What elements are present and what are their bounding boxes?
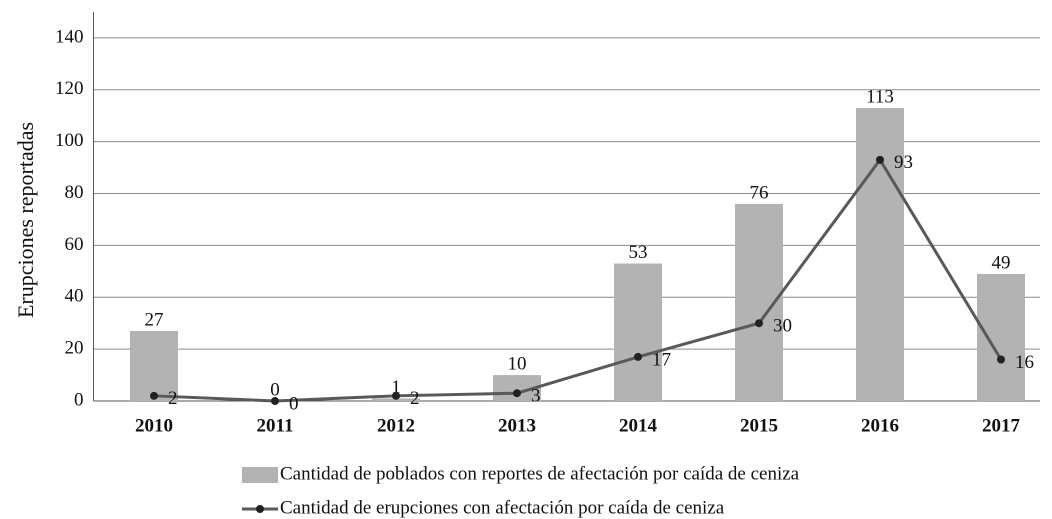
line-point: [876, 155, 884, 164]
bar-value-label: 113: [866, 86, 894, 107]
line-value-label: 30: [773, 316, 792, 337]
bar: [130, 330, 178, 401]
bar-value-label: 49: [992, 252, 1011, 273]
y-tick-label: 140: [55, 26, 84, 47]
line: [153, 157, 1003, 403]
line-point: [513, 389, 521, 398]
bar-value-label: 76: [750, 182, 769, 203]
legend-swatch-point: [256, 505, 264, 513]
bar-value-label: 27: [145, 309, 164, 330]
y-tick-label: 100: [55, 130, 84, 151]
y-axis-title: Erupciones reportadas: [13, 122, 38, 318]
line-value-label: 2: [410, 388, 420, 409]
legend-label: Cantidad de poblados con reportes de afe…: [280, 463, 800, 484]
y-tick-label: 80: [65, 182, 84, 203]
legend-label: Cantidad de erupciones con afectación po…: [280, 497, 725, 518]
x-tick-label: 2012: [377, 415, 415, 436]
x-tick-label: 2016: [861, 415, 899, 436]
line-point: [392, 391, 400, 400]
bar-value-label: 53: [629, 242, 648, 263]
line-value-label: 93: [894, 152, 913, 173]
y-tick-label: 60: [65, 234, 84, 255]
bar-value-label: 10: [508, 353, 527, 374]
x-tick-label: 2017: [982, 415, 1021, 436]
x-tick-label: 2013: [498, 415, 536, 436]
line-point: [150, 391, 158, 400]
line-value-label: 17: [652, 349, 671, 370]
bar-value-label: 0: [270, 379, 280, 400]
line-point: [634, 352, 642, 361]
x-tick-label: 2010: [135, 415, 173, 436]
line-value-label: 3: [531, 386, 541, 407]
x-tick-label: 2014: [619, 415, 658, 436]
bar: [977, 273, 1025, 401]
line-point: [755, 319, 763, 328]
line-value-label: 0: [289, 393, 299, 414]
bar: [614, 263, 662, 401]
line-point: [997, 355, 1005, 364]
y-tick-label: 120: [55, 78, 84, 99]
y-tick-label: 40: [65, 286, 84, 307]
line-point: [271, 397, 279, 405]
legend-swatch: [242, 467, 278, 483]
y-tick-label: 0: [74, 389, 84, 410]
x-tick-label: 2015: [740, 415, 778, 436]
line-value-label: 16: [1015, 352, 1034, 373]
x-tick-label: 2011: [257, 415, 294, 436]
line-value-label: 2: [168, 388, 178, 409]
bar-value-label: 1: [391, 377, 401, 398]
y-tick-label: 20: [65, 337, 84, 358]
